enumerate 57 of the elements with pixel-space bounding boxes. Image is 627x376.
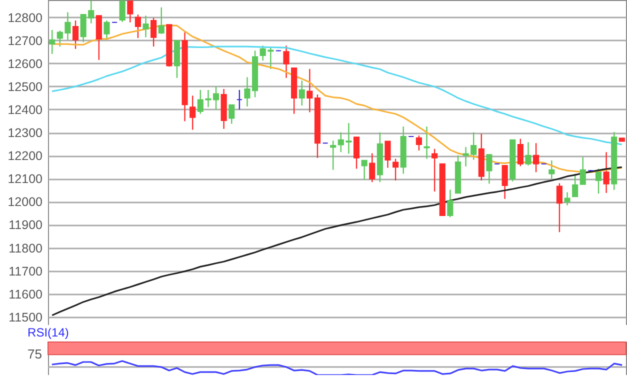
candlestick	[556, 182, 562, 233]
candlestick	[416, 134, 422, 152]
chart-title: RSI(14)	[28, 326, 69, 340]
candlestick	[134, 14, 141, 39]
y-tick-label: 12300	[8, 126, 43, 140]
y-tick-label: 11600	[8, 287, 43, 302]
y-tick-label: 12400	[8, 102, 43, 117]
candlestick	[158, 6, 164, 34]
candlestick	[564, 192, 570, 206]
candlestick	[306, 68, 313, 113]
candlestick	[142, 15, 149, 38]
candlestick	[104, 20, 110, 40]
y-tick-label: 11700	[8, 264, 43, 278]
candlestick	[72, 20, 79, 50]
candlestick	[190, 95, 196, 130]
candlestick	[432, 148, 438, 192]
y-tick-label: 12700	[8, 34, 43, 48]
candlestick	[533, 142, 540, 173]
text: 75	[28, 346, 42, 362]
candlestick	[150, 17, 157, 48]
candlestick	[424, 126, 430, 160]
line-series	[51, 46, 623, 146]
candlestick	[298, 80, 305, 106]
candlestick	[595, 168, 602, 194]
y-tick-label: 12200	[8, 149, 43, 164]
candlestick	[392, 158, 399, 182]
candlestick	[517, 138, 524, 167]
y-tick-label: 11900	[8, 218, 43, 232]
candlestick	[49, 29, 56, 55]
candlestick	[353, 136, 360, 170]
candlestick	[548, 160, 555, 180]
candlestick	[486, 154, 492, 184]
y-tick-label: 12000	[8, 195, 43, 210]
candlestick	[580, 156, 586, 185]
candlestick	[330, 140, 336, 170]
candlestick	[119, 0, 126, 22]
y-tick-label: 12500	[8, 80, 43, 94]
y-tick-label: 12600	[8, 56, 43, 71]
candlestick	[502, 164, 508, 200]
candlestick	[361, 160, 368, 180]
y-tick-label: 11800	[8, 241, 43, 256]
y-tick-label: 11500	[8, 310, 43, 324]
candlestick	[127, 0, 134, 23]
candlestick	[603, 152, 610, 194]
y-tick-label: 12100	[8, 172, 43, 186]
candlestick	[369, 152, 376, 183]
y-tick-label: 12800	[8, 10, 43, 25]
candlestick	[384, 140, 391, 168]
line-series	[51, 166, 623, 316]
candlestick	[212, 86, 220, 111]
candlestick	[236, 89, 242, 110]
candlestick	[525, 142, 532, 166]
candlestick	[96, 15, 102, 61]
candlestick	[283, 45, 290, 79]
candlestick	[447, 189, 454, 218]
candlestick	[572, 173, 578, 198]
candlestick	[228, 104, 235, 124]
